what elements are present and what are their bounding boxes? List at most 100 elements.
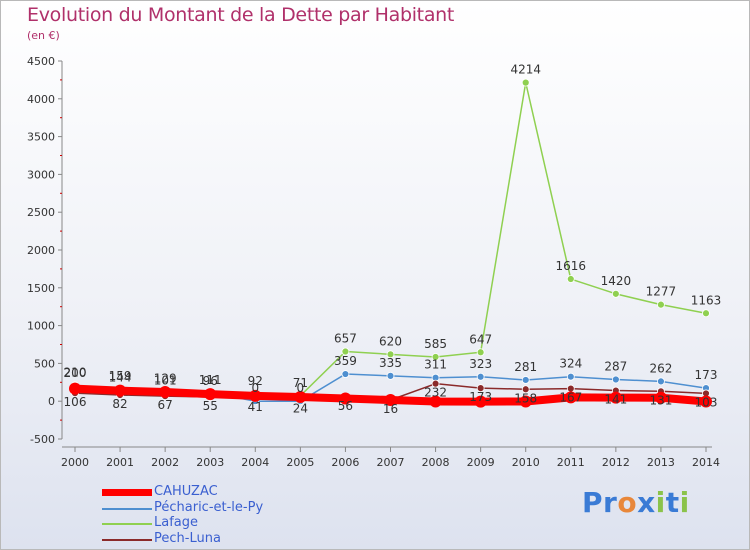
data-label: 232 (424, 386, 447, 400)
legend-swatch-cahuzac (102, 489, 152, 496)
logo-letter: r (603, 486, 618, 519)
x-tick-label: 2001 (106, 456, 134, 469)
data-label: 141 (604, 393, 627, 407)
data-point (611, 289, 620, 298)
data-label: 167 (559, 391, 582, 405)
data-label: 106 (64, 395, 87, 409)
y-tick-label: 2500 (27, 206, 55, 219)
data-label: 335 (379, 356, 402, 370)
x-tick-label: 2000 (61, 456, 89, 469)
y-tick-label: 1500 (27, 282, 55, 295)
data-point (386, 371, 395, 380)
data-point (69, 382, 81, 395)
data-point (564, 391, 577, 404)
data-label: 55 (203, 399, 218, 413)
data-point (657, 300, 665, 309)
legend-swatch-pecharic (102, 508, 152, 510)
data-point (519, 395, 532, 408)
data-point (204, 388, 217, 401)
data-point (566, 372, 575, 381)
data-label: 0 (297, 381, 305, 395)
data-label: 131 (649, 393, 672, 407)
x-tick-label: 2008 (422, 456, 450, 469)
data-label: 585 (424, 337, 447, 351)
data-label: 173 (695, 368, 718, 382)
data-label: 159 (109, 369, 132, 383)
data-point (521, 385, 530, 394)
data-label: 24 (293, 401, 308, 415)
legend-swatch-pech-luna (102, 539, 152, 541)
chart-title: Evolution du Montant de la Dette par Hab… (27, 4, 455, 26)
data-label: 359 (334, 354, 357, 368)
data-point (341, 347, 350, 356)
data-label: 41 (248, 400, 263, 414)
data-point (654, 391, 667, 404)
data-point (476, 384, 485, 393)
data-label: 103 (695, 395, 718, 409)
x-tick-label: 2006 (331, 456, 359, 469)
data-label: 92 (248, 374, 263, 388)
chart-subtitle: (en €) (27, 29, 60, 42)
data-label: 16 (383, 402, 398, 416)
data-label: 0 (251, 381, 259, 395)
data-label: 647 (469, 332, 492, 346)
logo-letter: x (637, 486, 656, 519)
data-point (476, 372, 485, 381)
data-point (431, 353, 440, 361)
x-tick-label: 2014 (692, 456, 720, 469)
logo-letter: o (617, 486, 638, 519)
data-label: 311 (424, 358, 447, 372)
data-point (294, 390, 307, 403)
x-tick-label: 2013 (647, 456, 675, 469)
data-label: 1163 (691, 293, 722, 307)
data-point (341, 370, 350, 378)
data-point (566, 275, 575, 283)
legend-label: CAHUZAC (154, 484, 218, 499)
data-label: 1420 (601, 274, 632, 288)
data-label: 96 (203, 374, 218, 388)
data-label: 144 (109, 370, 132, 384)
data-label: 4214 (510, 63, 541, 77)
data-point (702, 309, 710, 318)
data-point (657, 377, 665, 386)
data-label: 173 (469, 390, 492, 404)
data-point (159, 386, 172, 399)
data-point (386, 350, 395, 359)
data-label: 210 (64, 365, 87, 379)
y-tick-label: 4000 (27, 93, 55, 106)
data-point (339, 392, 352, 405)
data-point (476, 348, 485, 357)
legend-label: Pécharic-et-le-Py (154, 500, 264, 515)
y-tick-label: -500 (30, 433, 55, 446)
y-tick-label: 3000 (27, 168, 55, 181)
x-tick-label: 2010 (512, 456, 540, 469)
data-label: 158 (514, 391, 537, 405)
logo-letter: i (655, 486, 666, 519)
data-point (700, 395, 712, 408)
y-tick-label: 3500 (27, 131, 55, 144)
x-tick-label: 2009 (467, 456, 495, 469)
x-tick-label: 2007 (377, 456, 405, 469)
data-label: 620 (379, 334, 402, 348)
data-point (521, 376, 530, 384)
data-label: 287 (604, 360, 627, 374)
data-point (114, 384, 127, 397)
y-tick-label: 4500 (27, 55, 55, 68)
y-tick-label: 0 (48, 395, 55, 408)
legend-label: Pech-Luna (154, 531, 221, 546)
x-tick-label: 2004 (241, 456, 269, 469)
data-point (611, 375, 620, 384)
data-point (431, 379, 440, 388)
data-point (384, 393, 397, 406)
data-label: 323 (469, 357, 492, 371)
data-label: 200 (64, 366, 87, 380)
proxiti-logo: Proxiti (582, 486, 690, 519)
data-point (429, 395, 442, 408)
data-label: 281 (514, 360, 537, 374)
data-label: 129 (154, 371, 177, 385)
data-label: 657 (334, 332, 357, 346)
data-point (474, 395, 487, 408)
data-label: 1616 (556, 259, 587, 273)
